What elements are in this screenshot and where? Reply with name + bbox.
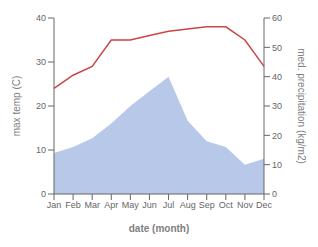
svg-text:med. precipitation (kg/m2): med. precipitation (kg/m2): [296, 48, 307, 164]
svg-text:40: 40: [272, 72, 282, 82]
svg-text:Nov: Nov: [237, 200, 254, 210]
svg-text:10: 10: [272, 160, 282, 170]
svg-text:Apr: Apr: [104, 200, 118, 210]
svg-text:30: 30: [36, 57, 46, 67]
svg-text:0: 0: [272, 189, 277, 199]
svg-text:Mar: Mar: [84, 200, 100, 210]
svg-text:40: 40: [36, 13, 46, 23]
svg-text:Jun: Jun: [142, 200, 157, 210]
svg-text:20: 20: [272, 131, 282, 141]
svg-text:Oct: Oct: [219, 200, 234, 210]
svg-text:50: 50: [272, 43, 282, 53]
svg-text:May: May: [122, 200, 140, 210]
svg-text:20: 20: [36, 101, 46, 111]
svg-text:Jan: Jan: [47, 200, 62, 210]
svg-text:Jul: Jul: [163, 200, 175, 210]
svg-text:60: 60: [272, 13, 282, 23]
svg-text:Sep: Sep: [199, 200, 215, 210]
svg-text:date (month): date (month): [129, 223, 190, 234]
svg-text:Dec: Dec: [256, 200, 273, 210]
svg-text:0: 0: [41, 189, 46, 199]
svg-text:Feb: Feb: [65, 200, 81, 210]
svg-text:10: 10: [36, 145, 46, 155]
svg-text:30: 30: [272, 101, 282, 111]
svg-text:max temp (C): max temp (C): [11, 76, 22, 137]
svg-text:Aug: Aug: [180, 200, 196, 210]
